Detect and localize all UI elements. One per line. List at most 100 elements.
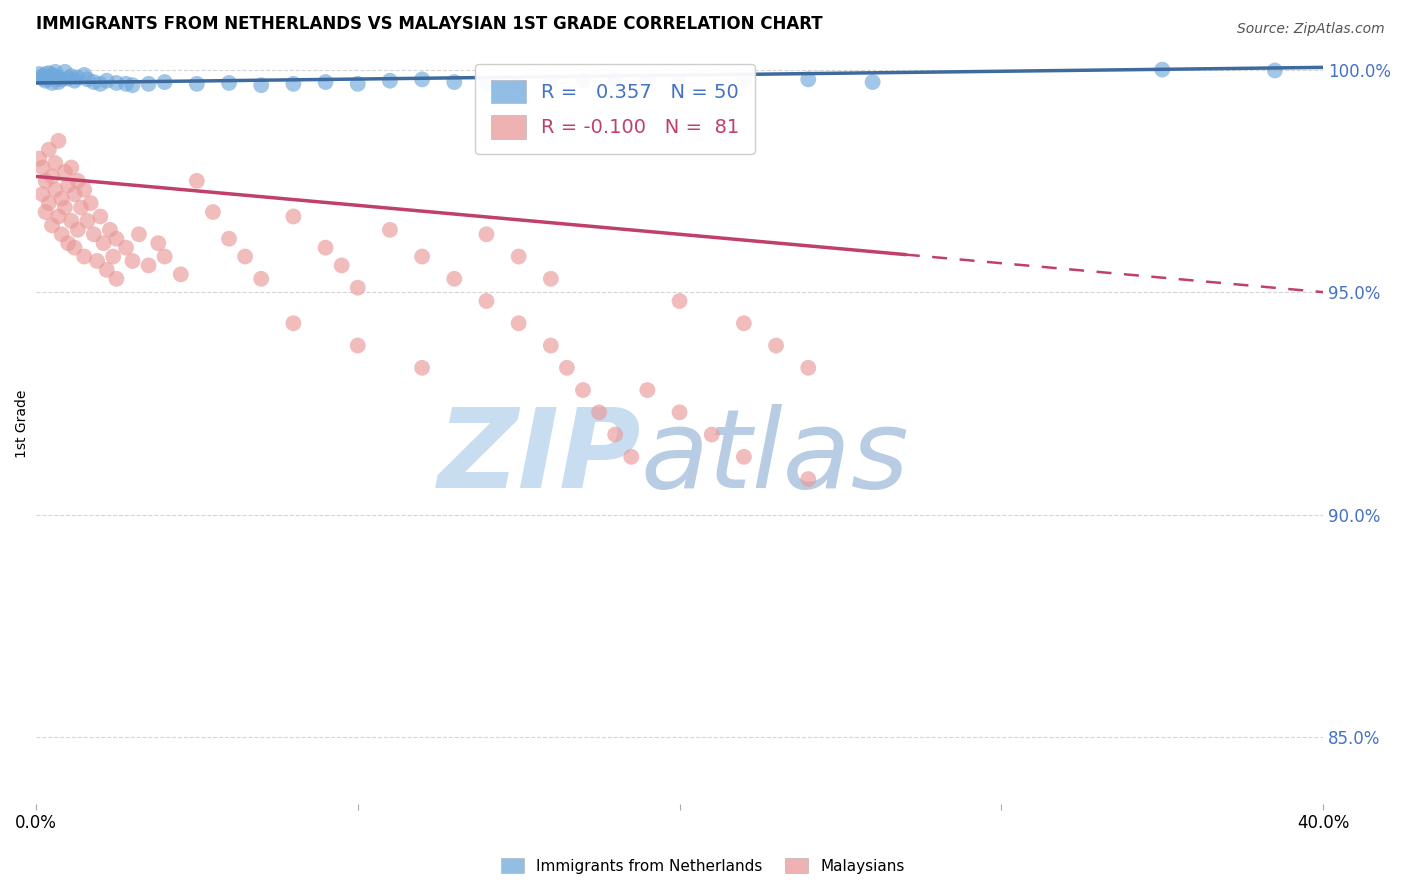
Point — [89, 77, 111, 91]
Y-axis label: 1st Grade: 1st Grade — [15, 389, 30, 458]
Point — [572, 73, 595, 87]
Point — [233, 250, 256, 264]
Text: atlas: atlas — [641, 404, 910, 511]
Point — [105, 232, 128, 246]
Point — [1264, 63, 1286, 78]
Point — [79, 196, 101, 211]
Legend: Immigrants from Netherlands, Malaysians: Immigrants from Netherlands, Malaysians — [495, 852, 911, 880]
Point — [1152, 62, 1174, 77]
Point — [700, 427, 723, 442]
Text: ZIP: ZIP — [437, 404, 641, 511]
Point — [51, 227, 73, 242]
Point — [378, 223, 401, 237]
Point — [44, 156, 66, 170]
Point — [53, 201, 76, 215]
Point — [733, 316, 755, 330]
Point — [28, 152, 51, 166]
Point — [86, 254, 108, 268]
Point — [66, 174, 89, 188]
Point — [53, 165, 76, 179]
Point — [797, 72, 820, 87]
Point — [218, 232, 240, 246]
Point — [346, 338, 368, 352]
Point — [153, 250, 176, 264]
Point — [44, 65, 66, 79]
Point — [475, 293, 498, 308]
Point — [105, 272, 128, 286]
Point — [70, 201, 93, 215]
Point — [121, 78, 143, 92]
Point — [38, 71, 60, 86]
Point — [83, 227, 105, 242]
Point — [51, 72, 73, 87]
Text: Source: ZipAtlas.com: Source: ZipAtlas.com — [1237, 22, 1385, 37]
Point — [66, 70, 89, 85]
Point — [797, 360, 820, 375]
Point — [186, 77, 208, 91]
Point — [330, 259, 353, 273]
Point — [93, 236, 115, 251]
Point — [283, 210, 305, 224]
Point — [41, 219, 63, 233]
Point — [41, 76, 63, 90]
Point — [443, 75, 465, 89]
Point — [148, 236, 170, 251]
Point — [73, 183, 96, 197]
Point — [636, 73, 658, 87]
Point — [605, 72, 627, 87]
Point — [96, 263, 118, 277]
Text: IMMIGRANTS FROM NETHERLANDS VS MALAYSIAN 1ST GRADE CORRELATION CHART: IMMIGRANTS FROM NETHERLANDS VS MALAYSIAN… — [37, 15, 823, 33]
Point — [138, 259, 160, 273]
Point — [105, 76, 128, 90]
Point — [48, 210, 70, 224]
Point — [153, 75, 176, 89]
Point — [115, 241, 138, 255]
Point — [605, 427, 627, 442]
Point — [56, 71, 79, 86]
Point — [733, 450, 755, 464]
Point — [34, 67, 56, 81]
Point — [48, 134, 70, 148]
Point — [540, 75, 562, 89]
Point — [572, 383, 595, 397]
Point — [115, 77, 138, 91]
Point — [44, 183, 66, 197]
Point — [73, 250, 96, 264]
Point — [315, 75, 337, 89]
Point — [138, 77, 160, 91]
Point — [540, 272, 562, 286]
Point — [63, 241, 86, 255]
Point — [38, 196, 60, 211]
Point — [508, 316, 530, 330]
Point — [38, 143, 60, 157]
Point — [41, 68, 63, 82]
Point — [250, 272, 273, 286]
Point — [83, 75, 105, 89]
Point — [31, 70, 53, 84]
Point — [63, 187, 86, 202]
Point — [186, 174, 208, 188]
Point — [170, 268, 193, 282]
Point — [121, 254, 143, 268]
Point — [41, 169, 63, 184]
Point — [250, 78, 273, 92]
Point — [31, 71, 53, 86]
Point — [73, 68, 96, 82]
Point — [89, 210, 111, 224]
Point — [51, 192, 73, 206]
Point — [48, 75, 70, 89]
Point — [346, 281, 368, 295]
Point — [588, 405, 610, 419]
Point — [475, 227, 498, 242]
Point — [283, 77, 305, 91]
Point — [38, 66, 60, 80]
Point — [96, 73, 118, 87]
Legend: R =   0.357   N = 50, R = -0.100   N =  81: R = 0.357 N = 50, R = -0.100 N = 81 — [475, 64, 755, 154]
Point — [60, 161, 83, 175]
Point — [76, 214, 98, 228]
Point — [508, 250, 530, 264]
Point — [620, 450, 643, 464]
Point — [60, 70, 83, 84]
Point — [733, 73, 755, 87]
Point — [411, 72, 433, 87]
